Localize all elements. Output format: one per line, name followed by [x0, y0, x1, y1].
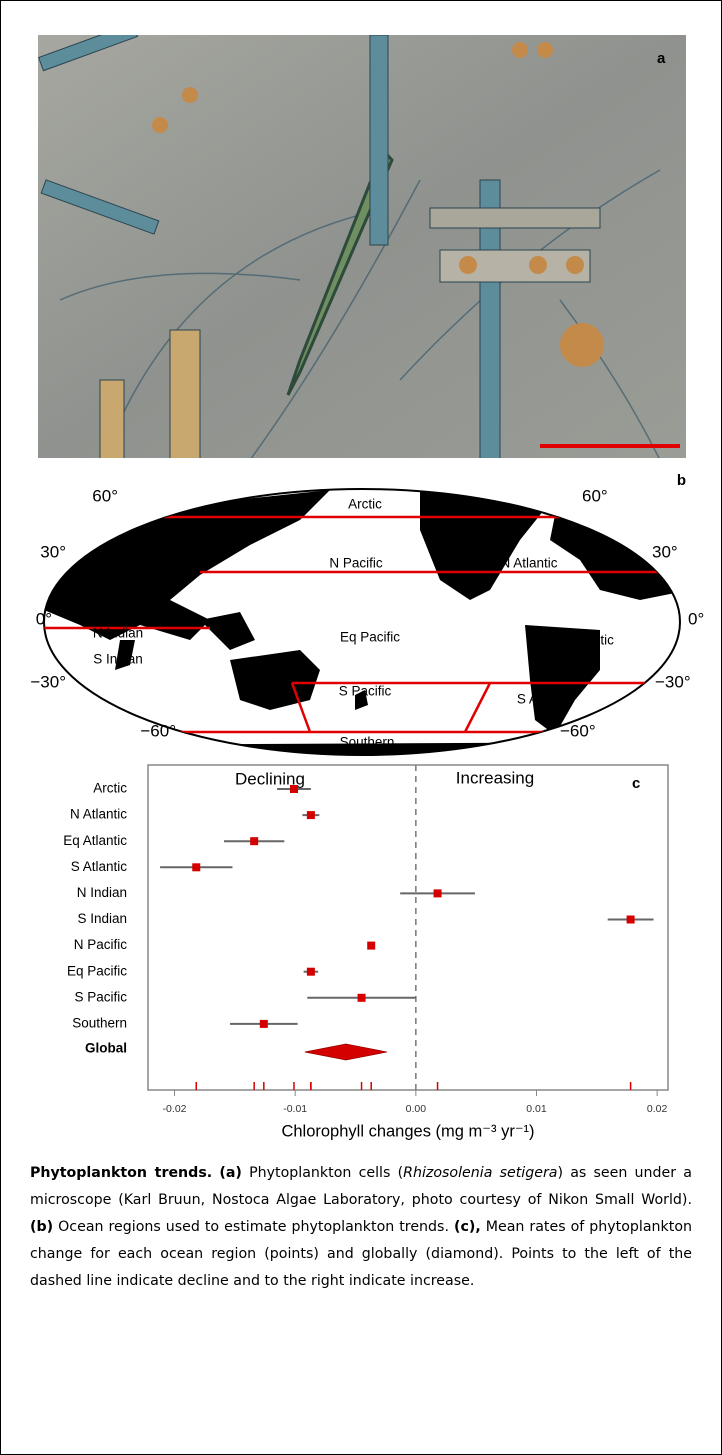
latitude-label: 0° [36, 609, 52, 628]
latitude-label: −30° [30, 672, 66, 691]
caption-text: (b) [30, 1219, 53, 1235]
x-tick-label: 0.00 [406, 1103, 427, 1115]
summary-diamond [305, 1044, 387, 1060]
x-tick-label: 0.02 [647, 1103, 668, 1115]
category-label: N Indian [77, 885, 127, 900]
annotation: Increasing [456, 768, 534, 787]
category-label: Global [85, 1041, 127, 1056]
latitude-label: 0° [688, 609, 704, 628]
point [260, 1020, 268, 1028]
category-label: S Atlantic [71, 859, 128, 874]
caption-text: Phytoplankton cells ( [242, 1165, 403, 1181]
caption-text: Ocean regions used to estimate phytoplan… [53, 1219, 454, 1235]
latitude-label: −60° [140, 721, 176, 740]
category-label: N Pacific [74, 937, 128, 952]
category-label: S Indian [77, 911, 127, 926]
point [627, 916, 635, 924]
point [358, 994, 366, 1002]
latitude-label: 30° [40, 542, 66, 561]
world-map [44, 489, 690, 760]
region-label: Southern [340, 735, 395, 750]
category-label: Southern [72, 1015, 127, 1030]
x-tick-label: -0.01 [283, 1103, 307, 1115]
region-label: Eq Atlantic [550, 633, 614, 648]
point [250, 837, 258, 845]
latitude-label: 60° [92, 486, 118, 505]
latitude-label: 60° [582, 486, 608, 505]
latitude-label: 30° [652, 542, 678, 561]
x-tick-label: -0.02 [163, 1103, 187, 1115]
point [307, 811, 315, 819]
region-label: Arctic [348, 497, 382, 512]
category-label: N Atlantic [70, 807, 127, 822]
point [434, 889, 442, 897]
region-label: N Pacific [329, 556, 383, 571]
category-label: S Pacific [74, 989, 127, 1004]
caption-text: Phytoplankton trends. [30, 1165, 212, 1181]
figure: a b 60° 60° 30° 30° 0° 0° −30° −30° −60° −60° Arct… [0, 0, 722, 1160]
category-label: Arctic [93, 781, 127, 796]
x-axis-label: Chlorophyll changes (mg m⁻³ yr⁻¹) [281, 1122, 534, 1140]
point [192, 863, 200, 871]
region-label: S Atlantic [517, 692, 574, 707]
category-label: Eq Pacific [67, 963, 127, 978]
panel-label: b [677, 472, 686, 489]
region-label: N Atlantic [500, 556, 557, 571]
caption-text: (c), [454, 1219, 481, 1235]
point [290, 785, 298, 793]
caption-text: Rhizosolenia setigera [403, 1165, 557, 1181]
region-label: N Indian [93, 626, 143, 641]
panel-label: c [632, 775, 640, 792]
microscope-photo [38, 23, 686, 460]
caption-text: (a) [219, 1165, 242, 1181]
caption: Phytoplankton trends. (a) Phytoplankton … [30, 1160, 692, 1295]
point [307, 968, 315, 976]
latitude-label: −60° [560, 721, 596, 740]
category-label: Eq Atlantic [63, 833, 127, 848]
region-label: S Pacific [339, 684, 392, 699]
region-label: S Indian [93, 652, 143, 667]
plot-frame [148, 765, 668, 1090]
point [367, 942, 375, 950]
x-tick-label: 0.01 [526, 1103, 547, 1115]
panel-label: a [657, 50, 666, 67]
latitude-label: −30° [655, 672, 691, 691]
region-label: Eq Pacific [340, 630, 400, 645]
